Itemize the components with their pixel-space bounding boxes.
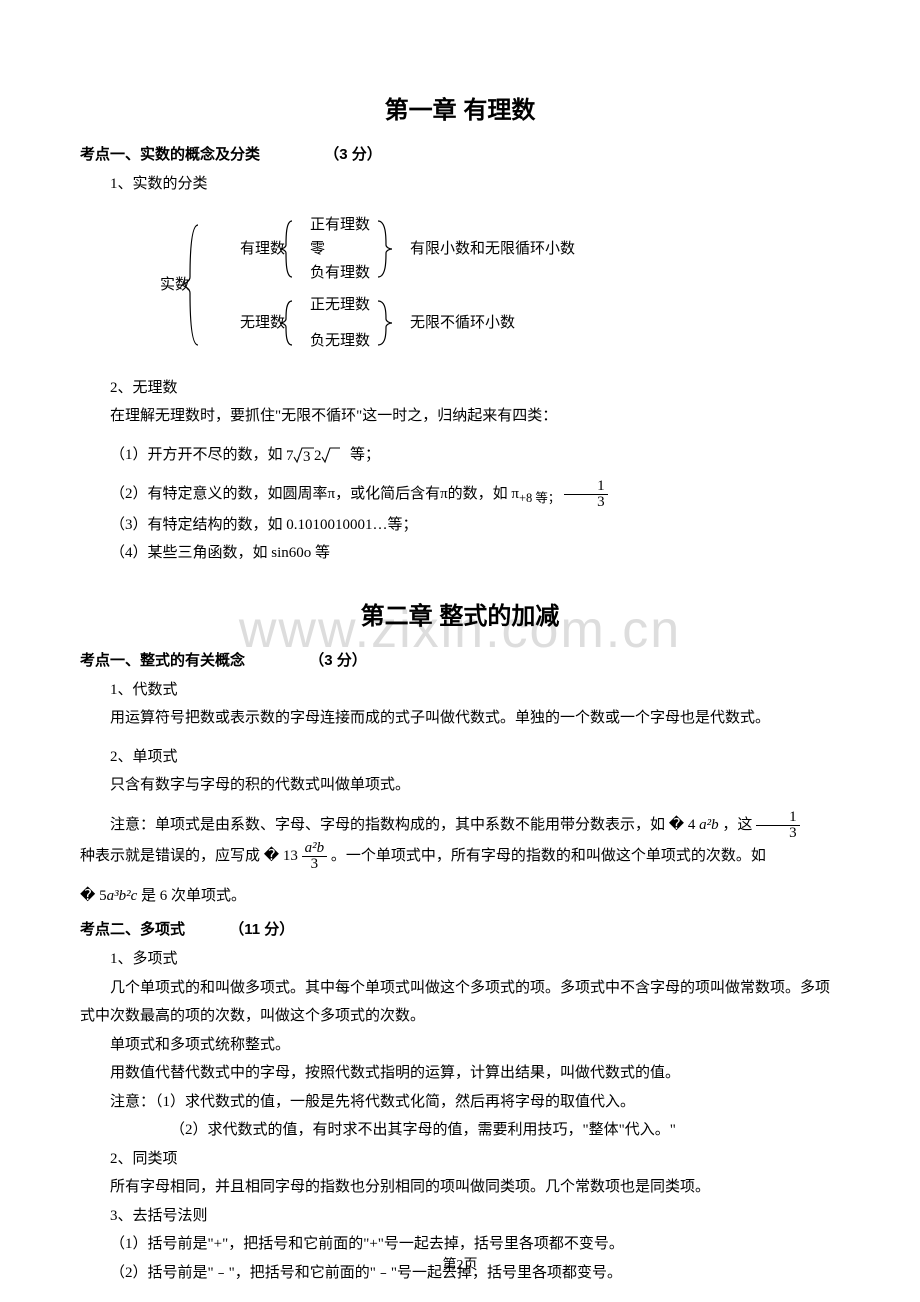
c1p1-li2: （2）有特定意义的数，如圆周率π，或化简后含有π的数，如 π+8 等； 1 3 [80, 479, 840, 511]
svg-text:负有理数: 负有理数 [310, 264, 370, 281]
c2p2-item2-p: 所有字母相同，并且相同字母的指数也分别相同的项叫做同类项。几个常数项也是同类项。 [80, 1173, 840, 1202]
chapter1-title: 第一章 有理数 [80, 90, 840, 125]
exam-point-1-1-heading: 考点一、实数的概念及分类 [80, 146, 260, 163]
svg-text:无限不循环小数: 无限不循环小数 [410, 314, 515, 331]
c2p2-item1-p3: 用数值代替代数式中的字母，按照代数式指明的运算，计算出结果，叫做代数式的值。 [80, 1059, 840, 1088]
exam-point-2-1: 考点一、整式的有关概念 （3 分） [80, 649, 840, 670]
chapter2-title: 第二章 整式的加减 [80, 596, 840, 631]
c2p1-item2-p4: � 5a³b²c 是 6 次单项式。 [80, 882, 840, 911]
c2p1-item2: 2、单项式 [80, 743, 840, 772]
c1p1-item2: 2、无理数 [80, 374, 840, 403]
exam-point-2-1-heading: 考点一、整式的有关概念 [80, 652, 245, 669]
svg-text:有理数: 有理数 [240, 240, 285, 257]
c1p1-item2-p1: 在理解无理数时，要抓住"无限不循环"这一时之，归纳起来有四类： [80, 402, 840, 431]
c2p1-item2-p3: 种表示就是错误的，应写成 � 13 a²b 3 。一个单项式中，所有字母的指数的… [80, 841, 840, 872]
tree-root: 实数 [160, 276, 190, 293]
c2p2-item2: 2、同类项 [80, 1145, 840, 1174]
exam-point-2-2-score: （11 分） [229, 921, 294, 938]
svg-text:无理数: 无理数 [240, 314, 285, 331]
svg-text:7: 7 [286, 448, 294, 464]
c1p1-li1: （1）开方开不尽的数，如 7 3 2 等； [80, 441, 840, 470]
c2p1-item1-p: 用运算符号把数或表示数的字母连接而成的式子叫做代数式。单独的一个数或一个字母也是… [80, 704, 840, 733]
fraction-1-3: 1 3 [564, 479, 608, 510]
svg-text:正有理数: 正有理数 [310, 216, 370, 233]
c2p1-item2-p2: 注意：单项式是由系数、字母、字母的指数构成的，其中系数不能用带分数表示，如 � … [80, 810, 840, 841]
exam-point-2-2: 考点二、多项式 （11 分） [80, 918, 840, 939]
classification-tree: text { font-family: "SimSun", serif; fon… [110, 205, 840, 370]
exam-point-2-1-score: （3 分） [309, 652, 367, 669]
c1p1-li3: （3）有特定结构的数，如 0.1010010001…等； [80, 511, 840, 540]
svg-text:2: 2 [314, 448, 322, 464]
c2p2-item1: 1、多项式 [80, 945, 840, 974]
exam-point-1-1-score: （3 分） [324, 146, 382, 163]
svg-text:3: 3 [303, 449, 311, 465]
fraction-1-3-b: 1 3 [756, 810, 800, 841]
svg-text:负无理数: 负无理数 [310, 332, 370, 349]
c2p2-item3-p2: （2）括号前是"﹣"，把括号和它前面的"﹣"号一起去掉，括号里各项都变号。 [80, 1259, 840, 1288]
c2p2-item3: 3、去括号法则 [80, 1202, 840, 1231]
svg-text:零: 零 [310, 241, 325, 257]
c2p2-item1-p4: 注意：（1）求代数式的值，一般是先将代数式化简，然后再将字母的取值代入。 [80, 1088, 840, 1117]
c2p2-item1-p5: （2）求代数式的值，有时求不出其字母的值，需要利用技巧，"整体"代入。" [80, 1116, 840, 1145]
c2p2-item3-p1: （1）括号前是"+"，把括号和它前面的"+"号一起去掉，括号里各项都不变号。 [80, 1230, 840, 1259]
exam-point-1-1: 考点一、实数的概念及分类 （3 分） [80, 143, 840, 164]
c2p2-item1-p1: 几个单项式的和叫做多项式。其中每个单项式叫做这个多项式的项。多项式中不含字母的项… [80, 974, 840, 1031]
fraction-a2b-3: a²b 3 [302, 841, 328, 872]
svg-text:有限小数和无限循环小数: 有限小数和无限循环小数 [410, 240, 575, 257]
c2p1-item1: 1、代数式 [80, 676, 840, 705]
svg-text:正无理数: 正无理数 [310, 296, 370, 313]
c1p1-item1: 1、实数的分类 [80, 170, 840, 199]
c2p1-item2-p1: 只含有数字与字母的积的代数式叫做单项式。 [80, 771, 840, 800]
exam-point-2-2-heading: 考点二、多项式 [80, 921, 185, 938]
c1p1-li4: （4）某些三角函数，如 sin60o 等 [80, 539, 840, 568]
c2p2-item1-p2: 单项式和多项式统称整式。 [80, 1031, 840, 1060]
